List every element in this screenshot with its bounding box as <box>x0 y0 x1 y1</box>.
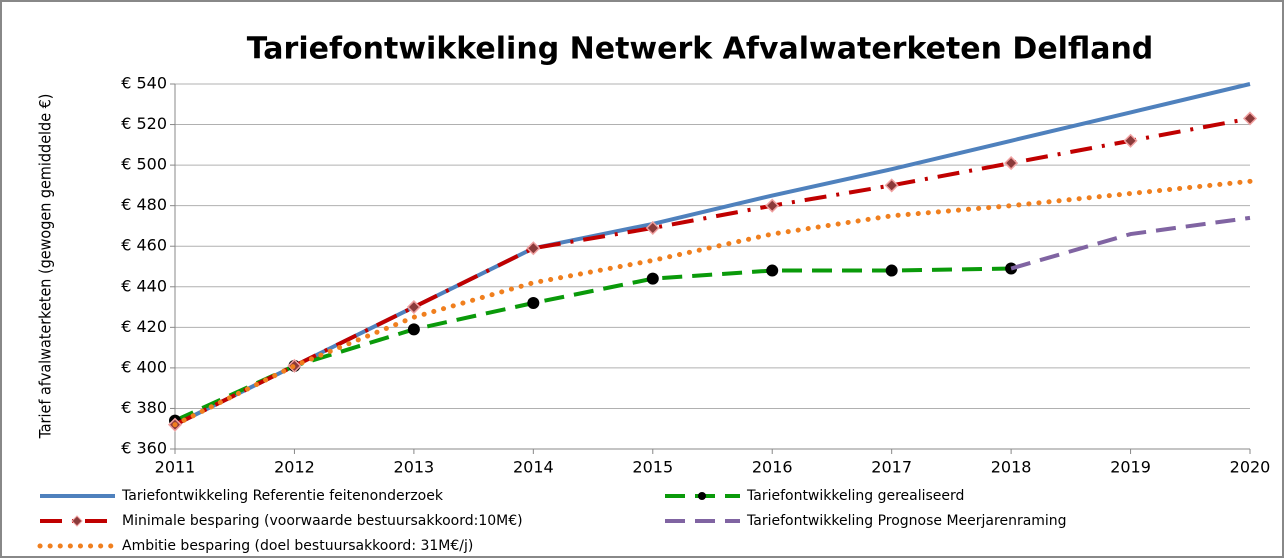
series-line <box>174 116 1251 427</box>
point <box>765 198 780 213</box>
y-axis-label: Tarief afvalwaterketen (gewogen gemiddel… <box>36 94 55 440</box>
series-line <box>174 266 1012 423</box>
legend-label: Tariefontwikkeling Referentie feitenonde… <box>121 488 444 504</box>
y-tick-label: € 520 <box>121 114 167 133</box>
x-tick-label: 2018 <box>991 458 1032 477</box>
x-tick-label: 2020 <box>1230 458 1271 477</box>
legend-label: Tariefontwikkeling Prognose Meerjarenram… <box>746 513 1067 529</box>
legend-label: Minimale besparing (voorwaarde bestuursa… <box>122 513 523 529</box>
point <box>1123 133 1138 148</box>
point <box>645 220 660 236</box>
legend-label: Tariefontwikkeling gerealiseerd <box>746 488 964 504</box>
point <box>526 241 541 256</box>
point <box>1004 156 1019 171</box>
y-tick-label: € 400 <box>121 357 167 376</box>
x-tick-label: 2015 <box>632 458 673 477</box>
point <box>527 297 540 309</box>
point <box>1242 111 1258 126</box>
y-tick-label: € 380 <box>121 398 167 417</box>
y-tick-label: € 360 <box>121 439 167 458</box>
point <box>884 178 899 193</box>
point <box>407 323 420 336</box>
legend-marker <box>698 492 706 500</box>
y-tick-label: € 440 <box>121 276 167 295</box>
point <box>766 264 779 277</box>
x-tick-label: 2013 <box>394 458 435 477</box>
x-tick-label: 2017 <box>871 458 912 477</box>
x-tick-label: 2012 <box>274 458 315 477</box>
series-line <box>172 178 1253 428</box>
y-tick-label: € 460 <box>121 236 167 255</box>
y-tick-label: € 420 <box>121 317 167 336</box>
y-tick-label: € 480 <box>121 195 167 214</box>
point <box>406 299 421 315</box>
series-line <box>1010 215 1251 271</box>
x-tick-label: 2019 <box>1110 458 1151 477</box>
chart-title: Tariefontwikkeling Netwerk Afvalwaterket… <box>247 32 1154 67</box>
x-tick-label: 2014 <box>513 458 554 477</box>
x-tick-label: 2011 <box>155 458 196 477</box>
legend-marker <box>71 515 83 527</box>
x-tick-label: 2016 <box>752 458 793 477</box>
y-tick-label: € 500 <box>121 155 167 174</box>
legend-label: Ambitie besparing (doel bestuursakkoord:… <box>122 538 473 554</box>
point <box>646 272 659 285</box>
point <box>885 264 898 277</box>
y-tick-label: € 540 <box>121 74 167 93</box>
